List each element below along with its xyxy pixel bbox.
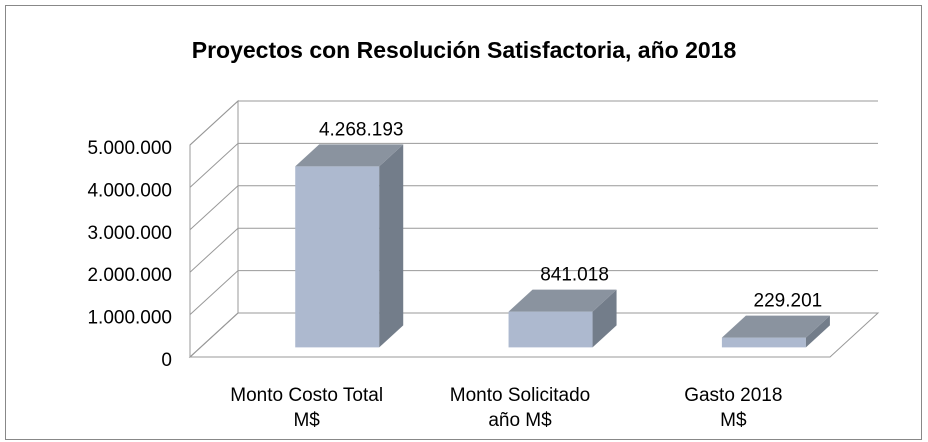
- bar-side: [592, 289, 617, 348]
- x-tick-label: año M$: [488, 410, 552, 431]
- x-tick-label: Gasto 2018: [684, 385, 782, 406]
- bar-front: [295, 166, 380, 348]
- bar-side: [805, 315, 830, 348]
- x-tick-label: M$: [293, 410, 320, 431]
- x-tick-label: M$: [720, 410, 747, 431]
- chart-frame: [5, 5, 922, 440]
- grid-line: [189, 142, 878, 188]
- y-tick-label: 2.000.000: [87, 265, 172, 286]
- x-tick-label: Monto Costo Total: [230, 385, 383, 406]
- chart-title: Proyectos con Resolución Satisfactoria, …: [192, 37, 737, 63]
- bar-top: [721, 315, 830, 338]
- bar-front: [508, 311, 593, 348]
- bar-side: [379, 144, 404, 348]
- y-tick-label: 0: [161, 350, 172, 371]
- grid-line: [189, 227, 878, 273]
- data-label: 4.268.193: [319, 119, 404, 140]
- grid-line: [189, 312, 878, 358]
- bar-front: [721, 337, 806, 348]
- bar: [508, 289, 617, 348]
- y-tick-label: 1.000.000: [87, 308, 172, 329]
- grid-line: [189, 270, 878, 315]
- data-label: 841.018: [540, 265, 609, 286]
- bar-top: [508, 289, 617, 312]
- bar: [295, 144, 404, 348]
- bar-top: [295, 144, 404, 167]
- grid-line: [189, 100, 878, 146]
- y-tick-label: 5.000.000: [87, 138, 172, 159]
- grid-line: [189, 185, 878, 231]
- data-label: 229.201: [754, 291, 823, 312]
- y-tick-label: 3.000.000: [87, 223, 172, 244]
- y-tick-label: 4.000.000: [87, 180, 172, 201]
- x-tick-label: Monto Solicitado: [450, 385, 590, 406]
- bar: [721, 315, 830, 348]
